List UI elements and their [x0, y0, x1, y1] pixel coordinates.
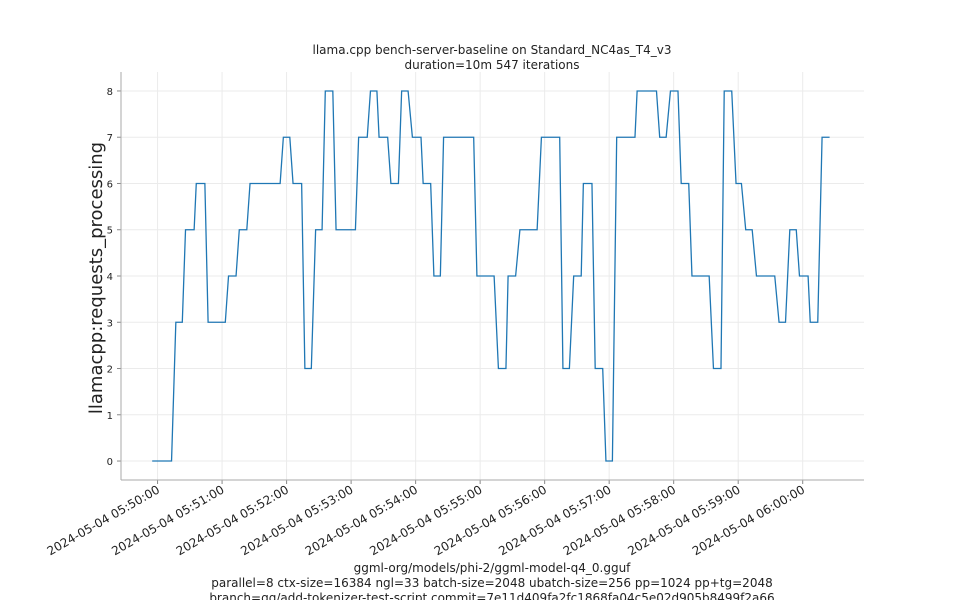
x-tick-label: 2024-05-04 05:55:00: [367, 482, 484, 558]
x-tick-label: 2024-05-04 05:54:00: [303, 482, 420, 558]
x-tick-label: 2024-05-04 05:57:00: [496, 482, 613, 558]
x-tick-label: 2024-05-04 06:00:00: [690, 482, 807, 558]
x-axis-label: parallel=8 ctx-size=16384 ngl=33 batch-s…: [211, 576, 772, 590]
y-tick-label: 2: [107, 365, 113, 376]
x-tick-label: 2024-05-04 05:51:00: [109, 482, 226, 558]
y-tick-label: 8: [107, 87, 113, 98]
x-tick-label: 2024-05-04 05:59:00: [625, 482, 742, 558]
data-line: [152, 90, 830, 462]
x-axis-label: branch=gg/add-tokenizer-test-script comm…: [209, 591, 774, 600]
x-tick-label: 2024-05-04 05:52:00: [174, 482, 291, 558]
x-tick-label: 2024-05-04 05:56:00: [432, 482, 549, 558]
y-tick-label: 7: [107, 133, 113, 144]
x-tick-label: 2024-05-04 05:50:00: [45, 482, 162, 558]
y-tick-label: 4: [107, 272, 113, 283]
y-tick-label: 5: [107, 226, 113, 237]
chart-title: llama.cpp bench-server-baseline on Stand…: [313, 43, 672, 57]
y-tick-label: 6: [107, 179, 113, 190]
y-tick-label: 3: [107, 318, 113, 329]
y-tick-label: 1: [107, 411, 113, 422]
y-axis-label: llamacpp:requests_processing: [86, 142, 107, 414]
y-tick-label: 0: [107, 457, 113, 468]
x-tick-label: 2024-05-04 05:53:00: [238, 482, 355, 558]
x-tick-label: 2024-05-04 05:58:00: [561, 482, 678, 558]
x-axis-label: ggml-org/models/phi-2/ggml-model-q4_0.gg…: [354, 561, 632, 575]
chart-subtitle: duration=10m 547 iterations: [405, 58, 580, 72]
